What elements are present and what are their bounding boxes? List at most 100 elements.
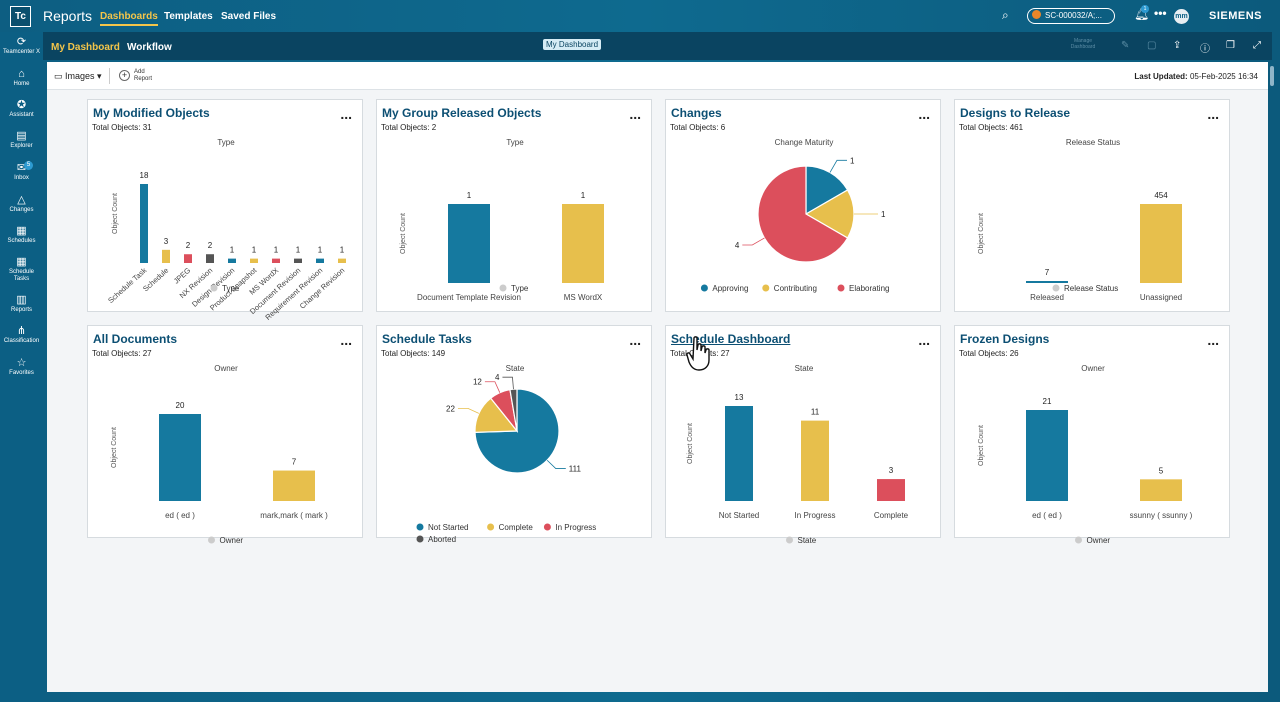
card-total: Total Objects: 27 xyxy=(92,349,152,358)
inbox-badge: 5 xyxy=(24,161,33,170)
sidebar-item-assistant[interactable]: ✪ Assistant xyxy=(0,99,43,119)
comments-icon[interactable]: ❐ xyxy=(1226,40,1235,51)
sidebar-item-schedules[interactable]: ▦ Schedules xyxy=(0,225,43,245)
card-title[interactable]: My Group Released Objects xyxy=(382,106,542,120)
more-options-icon[interactable]: ... xyxy=(629,332,641,348)
hand-cursor-icon xyxy=(686,336,710,371)
tab-dashboards[interactable]: Dashboards xyxy=(100,11,158,26)
tab-my-dashboard[interactable]: My Dashboard xyxy=(51,42,120,53)
chart-bar xyxy=(272,258,280,263)
legend-marker xyxy=(700,284,708,292)
pin-icon[interactable]: ✎ xyxy=(1121,40,1130,51)
images-dropdown[interactable]: ▭ Images ▾ xyxy=(54,71,102,81)
more-icon[interactable]: ••• xyxy=(1154,6,1167,20)
teamcenter-icon: ⟳ xyxy=(16,36,27,48)
share-icon[interactable]: ⇪ xyxy=(1173,40,1182,51)
pie-slice xyxy=(805,165,849,216)
sidebar-item-teamcenter[interactable]: ⟳ Teamcenter X xyxy=(0,36,43,56)
category-label: MS WordX xyxy=(564,293,603,302)
sidebar-item-favorites[interactable]: ☆ Favorites xyxy=(0,357,43,377)
report-card-my-group-released-objects[interactable]: My Group Released Objects Total Objects:… xyxy=(376,99,652,312)
location-pill: My Dashboard xyxy=(543,39,602,50)
add-report-button[interactable]: + Add Report xyxy=(119,69,158,83)
report-card-schedule-tasks[interactable]: Schedule Tasks Total Objects: 149 ... St… xyxy=(376,325,652,544)
info-icon[interactable]: ⓘ xyxy=(1200,44,1210,55)
chart-bar xyxy=(1026,410,1068,501)
chart-bar xyxy=(877,479,905,501)
sidebar-item-classification[interactable]: ⋔ Classification xyxy=(0,325,43,345)
card-title[interactable]: All Documents xyxy=(93,332,178,346)
data-label: 21 xyxy=(1043,397,1052,406)
avatar[interactable]: mm xyxy=(1174,9,1189,24)
legend-marker xyxy=(416,535,424,543)
card-title[interactable]: Frozen Designs xyxy=(960,332,1050,346)
context-selector[interactable]: SC-000032/A;... xyxy=(1027,8,1115,24)
sidebar-item-changes[interactable]: △ Changes xyxy=(0,194,43,214)
category-label: ed ( ed ) xyxy=(1032,511,1062,520)
card-total: Total Objects: 26 xyxy=(959,349,1019,358)
data-label: 20 xyxy=(176,401,185,410)
report-card-all-documents[interactable]: All Documents Total Objects: 27 ... Owne… xyxy=(87,325,363,545)
more-options-icon[interactable]: ... xyxy=(340,106,352,122)
legend-label: Type xyxy=(222,284,240,293)
manage-dashboard-button[interactable]: Manage Dashboard xyxy=(1070,38,1096,50)
sidebar-item-explorer[interactable]: ▤ Explorer xyxy=(0,130,43,150)
sidebar-item-reports[interactable]: ▥ Reports xyxy=(0,294,43,314)
report-card-changes[interactable]: Changes Total Objects: 6 ... Change Matu… xyxy=(665,99,941,312)
tab-saved-files[interactable]: Saved Files xyxy=(221,11,277,22)
top-bar: Reports Dashboards Templates Saved Files… xyxy=(43,0,1280,32)
legend-marker xyxy=(786,536,793,544)
chart-bar xyxy=(206,254,214,263)
save-icon[interactable]: ▢ xyxy=(1147,40,1157,51)
card-title[interactable]: Schedule Dashboard xyxy=(671,332,791,346)
data-label: 22 xyxy=(446,404,455,413)
chevron-down-icon: ▾ xyxy=(94,71,102,81)
home-icon: ⌂ xyxy=(18,68,25,80)
chart-title: Change Maturity xyxy=(775,138,834,147)
report-card-schedule-dashboard[interactable]: Schedule Dashboard Total Objects: 27 ...… xyxy=(665,325,941,545)
more-options-icon[interactable]: ... xyxy=(1207,332,1219,348)
data-label: 1 xyxy=(274,246,279,255)
sidebar-item-home[interactable]: ⌂ Home xyxy=(0,68,43,88)
data-label: 7 xyxy=(292,458,297,467)
teamcenter-logo[interactable]: Tc xyxy=(10,6,31,27)
report-card-frozen-designs[interactable]: Frozen Designs Total Objects: 26 ... Own… xyxy=(954,325,1230,545)
chart-bar xyxy=(338,258,346,263)
data-label: 3 xyxy=(889,466,894,475)
search-icon[interactable]: ⌕ xyxy=(1002,8,1009,22)
y-axis-label: Object Count xyxy=(978,425,985,466)
card-title[interactable]: Designs to Release xyxy=(960,106,1071,120)
scrollbar[interactable] xyxy=(1270,66,1274,86)
image-icon: ▭ xyxy=(54,71,66,81)
more-options-icon[interactable]: ... xyxy=(1207,106,1219,122)
report-card-designs-to-release[interactable]: Designs to Release Total Objects: 461 ..… xyxy=(954,99,1230,312)
more-options-icon[interactable]: ... xyxy=(629,106,641,122)
category-label: Not Started xyxy=(719,511,759,520)
more-options-icon[interactable]: ... xyxy=(918,332,930,348)
tab-templates[interactable]: Templates xyxy=(164,11,213,22)
schedule-tasks-icon: ▦ xyxy=(16,256,27,268)
report-card-my-modified-objects[interactable]: My Modified Objects Total Objects: 31 ..… xyxy=(87,99,363,322)
card-total: Total Objects: 149 xyxy=(381,349,446,358)
tab-workflow[interactable]: Workflow xyxy=(127,42,172,53)
card-title[interactable]: Changes xyxy=(671,106,722,120)
data-label: 111 xyxy=(569,465,582,474)
expand-icon[interactable]: ⤢ xyxy=(1253,40,1261,51)
legend-marker xyxy=(543,523,551,531)
legend-label: Complete xyxy=(499,523,534,532)
pie-leader-line xyxy=(457,407,480,414)
more-options-icon[interactable]: ... xyxy=(918,106,930,122)
card-title[interactable]: Schedule Tasks xyxy=(382,332,472,346)
sidebar-item-inbox[interactable]: ✉ Inbox 5 xyxy=(0,161,43,182)
data-label: 2 xyxy=(208,241,213,250)
card-title[interactable]: My Modified Objects xyxy=(93,106,210,120)
sidebar-item-schedule-tasks[interactable]: ▦ Schedule Tasks xyxy=(0,256,43,283)
legend-label: Contributing xyxy=(774,284,817,293)
data-label: 1 xyxy=(340,246,345,255)
data-label: 1 xyxy=(318,246,323,255)
data-label: 2 xyxy=(186,241,191,250)
more-options-icon[interactable]: ... xyxy=(340,332,352,348)
card-total: Total Objects: 2 xyxy=(381,123,437,132)
data-label: 1 xyxy=(850,156,855,165)
